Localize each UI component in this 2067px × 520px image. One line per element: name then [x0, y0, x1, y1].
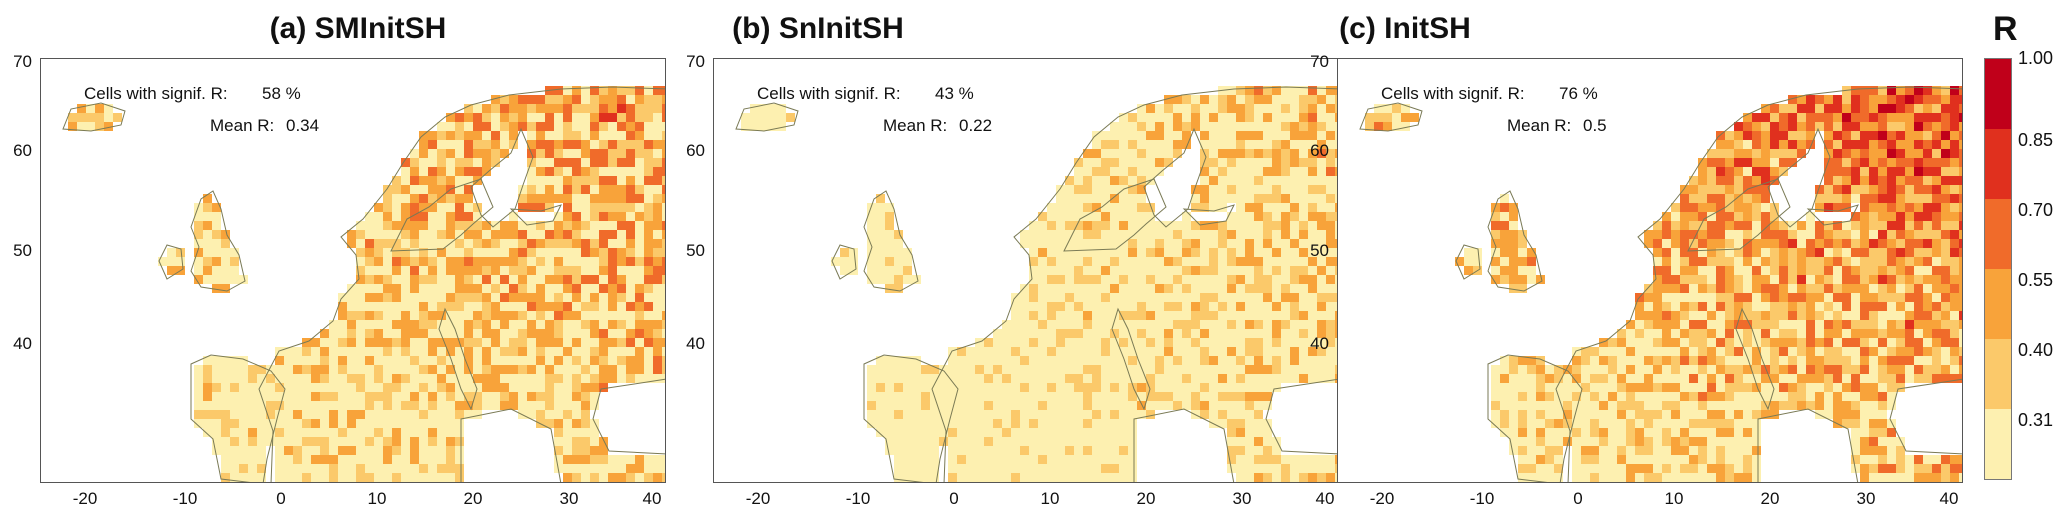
- panel-title-b: (b) SnInitSH: [732, 12, 904, 45]
- colorbar-segment-2: [1985, 129, 2011, 199]
- x-tick-m20: -20: [72, 489, 98, 508]
- cells-signif-label-c: Cells with signif. R:: [1381, 84, 1525, 103]
- panel-title-c: (c) InitSH: [1339, 12, 1471, 45]
- y-tick-50: 50: [686, 241, 705, 260]
- mean-r-label-c: Mean R:: [1507, 116, 1572, 135]
- cells-signif-value-a: 58 %: [262, 84, 301, 103]
- x-tick-0: 0: [276, 489, 286, 508]
- colorbar-segment-4: [1985, 269, 2011, 339]
- x-tick-30: 30: [1856, 489, 1876, 508]
- cells-signif-value-b: 43 %: [935, 84, 974, 103]
- cells-signif-value-c: 76 %: [1559, 84, 1598, 103]
- map-panel-a: 70 60 50 40 -20 -10 0 10 20 30 40 Cells …: [13, 52, 666, 508]
- x-tick-10: 10: [367, 489, 387, 508]
- y-tick-60: 60: [1310, 141, 1329, 160]
- cells-signif-label-a: Cells with signif. R:: [84, 84, 228, 103]
- mean-r-value-a: 0.34: [286, 116, 320, 135]
- y-tick-70: 70: [686, 52, 705, 71]
- x-tick-0: 0: [949, 489, 959, 508]
- x-tick-m10: -10: [845, 489, 871, 508]
- mean-r-value-b: 0.22: [959, 116, 993, 135]
- map-raster-b: [714, 59, 1338, 482]
- map-frame-a: [40, 58, 666, 483]
- x-tick-40: 40: [1939, 489, 1959, 508]
- mean-r-label-a: Mean R:: [210, 116, 275, 135]
- mean-r-label-b: Mean R:: [883, 116, 948, 135]
- colorbar-segment-3: [1985, 199, 2011, 269]
- y-tick-60: 60: [13, 141, 32, 160]
- colorbar: [1984, 58, 2012, 480]
- mean-r-value-c: 0.5: [1583, 116, 1607, 135]
- y-tick-50: 50: [1310, 241, 1329, 260]
- x-tick-m10: -10: [172, 489, 198, 508]
- x-tick-30: 30: [1232, 489, 1252, 508]
- cells-signif-label-b: Cells with signif. R:: [757, 84, 901, 103]
- map-frame-b: [713, 58, 1339, 483]
- colorbar-segment-6: [1985, 409, 2011, 479]
- y-tick-70: 70: [13, 52, 32, 71]
- y-tick-40: 40: [1310, 334, 1329, 353]
- colorbar-label-055: 0.55: [2018, 270, 2054, 290]
- x-tick-m20: -20: [745, 489, 771, 508]
- x-tick-10: 10: [1664, 489, 1684, 508]
- y-tick-40: 40: [686, 334, 705, 353]
- x-tick-40: 40: [1315, 489, 1335, 508]
- colorbar-label-100: 1.00: [2018, 48, 2054, 68]
- x-tick-20: 20: [1760, 489, 1780, 508]
- colorbar-segment-1: [1985, 59, 2011, 129]
- x-tick-m10: -10: [1469, 489, 1495, 508]
- colorbar-label-070: 0.70: [2018, 200, 2054, 220]
- map-panel-b: 70 60 50 40 -20 -10 0 10 20 30 40 Cells …: [686, 52, 1339, 508]
- colorbar-segment-5: [1985, 339, 2011, 409]
- x-tick-40: 40: [642, 489, 662, 508]
- y-tick-50: 50: [13, 241, 32, 260]
- map-frame-c: [1337, 58, 1963, 483]
- panel-title-a: (a) SMInitSH: [269, 12, 447, 45]
- y-tick-60: 60: [686, 141, 705, 160]
- colorbar-label-031: 0.31: [2018, 410, 2054, 430]
- colorbar-label-085: 0.85: [2018, 130, 2054, 150]
- x-tick-10: 10: [1040, 489, 1060, 508]
- x-tick-30: 30: [559, 489, 579, 508]
- map-raster-c: [1338, 59, 1962, 482]
- x-tick-0: 0: [1573, 489, 1583, 508]
- x-tick-20: 20: [1136, 489, 1156, 508]
- map-raster-a: [41, 59, 665, 482]
- x-tick-m20: -20: [1369, 489, 1395, 508]
- y-tick-40: 40: [13, 334, 32, 353]
- y-tick-70: 70: [1310, 52, 1329, 71]
- colorbar-label-040: 0.40: [2018, 340, 2054, 360]
- map-panel-c: 70 60 50 40 -20 -10 0 10 20 30 40 Cells …: [1310, 52, 1963, 508]
- x-tick-20: 20: [463, 489, 483, 508]
- colorbar-title: R: [1993, 10, 2018, 48]
